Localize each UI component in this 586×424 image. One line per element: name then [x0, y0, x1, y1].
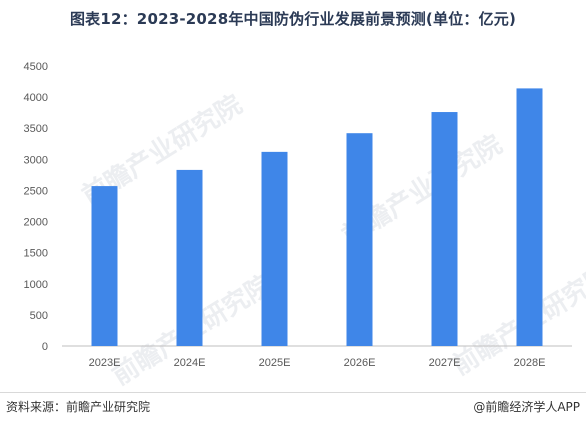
bar-2027E: [431, 112, 458, 347]
y-tick-label: 3500: [24, 123, 48, 135]
bar-2026E: [346, 133, 373, 346]
bars-group: [91, 88, 543, 347]
footer-divider: [0, 392, 586, 393]
y-tick-label: 0: [42, 341, 48, 353]
chart-title: 图表12：2023-2028年中国防伪行业发展前景预测(单位：亿元): [69, 10, 517, 28]
bar-2024E: [176, 169, 203, 346]
y-tick-label: 4500: [24, 61, 48, 73]
x-tick-label: 2023E: [89, 357, 121, 369]
y-tick-label: 3000: [24, 154, 48, 166]
y-tick-label: 1000: [24, 279, 48, 291]
bar-2028E: [516, 88, 543, 347]
y-tick-label: 2000: [24, 217, 48, 229]
x-tick-label: 2024E: [174, 357, 206, 369]
x-axis-ticks: 2023E 2024E 2025E 2026E 2027E 2028E: [89, 357, 546, 369]
x-tick-label: 2026E: [344, 357, 376, 369]
bar-2023E: [91, 186, 118, 346]
y-tick-label: 1500: [24, 248, 48, 260]
y-axis-ticks: 0 500 1000 1500 2000 2500 3000 3500 4000 4500: [24, 61, 48, 353]
source-note: 资料来源：前瞻产业研究院: [6, 400, 151, 414]
y-tick-label: 4000: [24, 92, 48, 104]
x-tick-label: 2025E: [259, 357, 291, 369]
bar-2025E: [261, 151, 288, 346]
brand-note: @前瞻经济学人APP: [473, 400, 580, 414]
x-tick-label: 2027E: [429, 357, 461, 369]
x-tick-label: 2028E: [514, 357, 546, 369]
y-tick-label: 500: [30, 310, 48, 322]
y-tick-label: 2500: [24, 185, 48, 197]
